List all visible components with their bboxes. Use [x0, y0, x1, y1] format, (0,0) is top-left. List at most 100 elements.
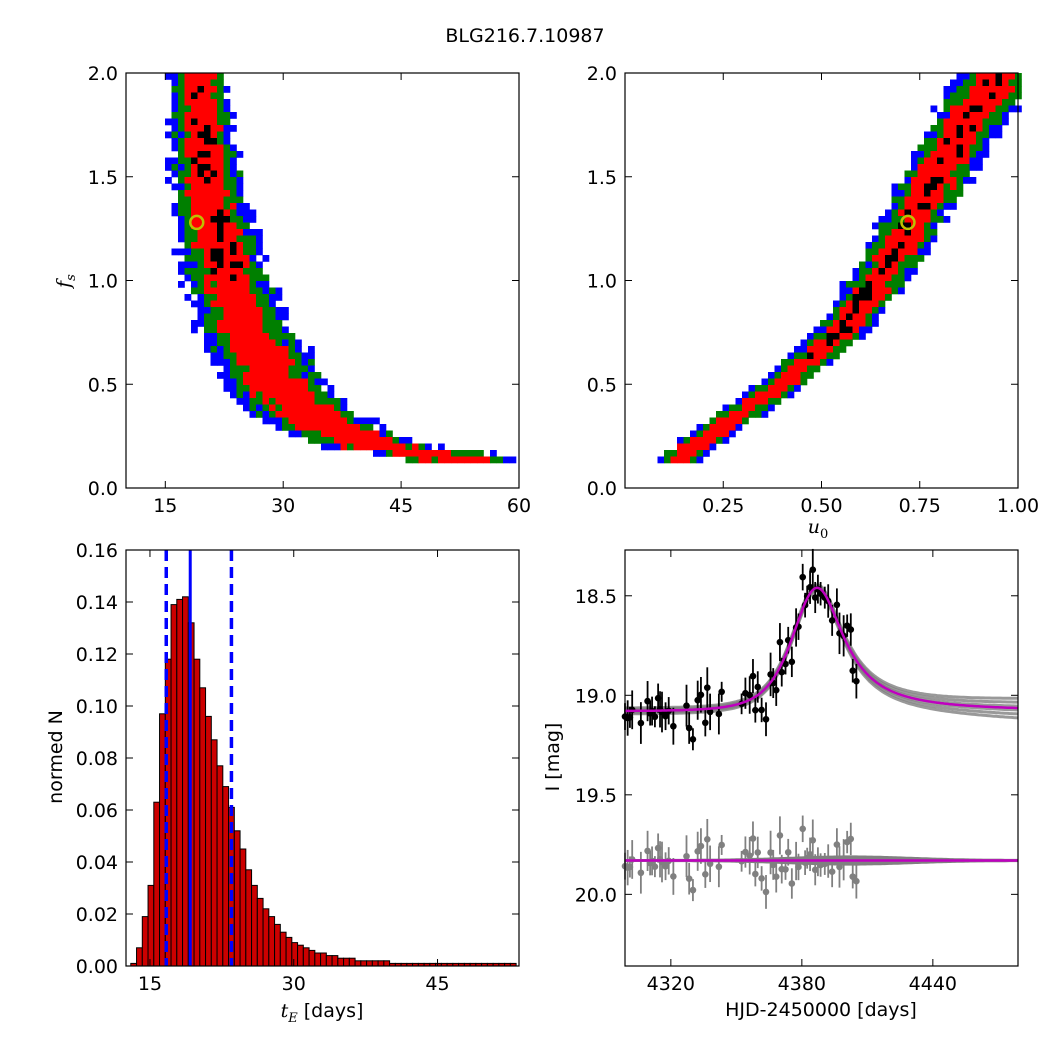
heatmap-cell-red — [982, 99, 990, 106]
heatmap-cell-green — [184, 157, 192, 165]
heatmap-cell-blue — [969, 164, 977, 171]
heatmap-cell-green — [191, 274, 198, 282]
heatmap-cell-red — [191, 183, 198, 191]
heatmap-cell-red — [937, 196, 944, 204]
heatmap-cell-green — [917, 157, 925, 165]
data-point — [662, 712, 669, 720]
data-point — [749, 672, 757, 680]
residual-point — [769, 861, 777, 869]
heatmap-cell-red — [223, 268, 231, 275]
heatmap-cell-red — [204, 229, 211, 236]
heatmap-cell-blue — [696, 424, 704, 431]
heatmap-cell-red — [891, 229, 899, 236]
heatmap-cell-green — [295, 365, 302, 373]
heatmap-cell-red — [917, 222, 925, 230]
heatmap-cell-blue — [327, 385, 335, 392]
data-point — [715, 710, 723, 718]
heatmap-cell-red — [379, 443, 387, 451]
heatmap-cell-red — [677, 456, 684, 464]
heatmap-cell-red — [210, 261, 218, 269]
heatmap-cell-red — [204, 105, 211, 113]
heatmap-cell-blue — [275, 307, 283, 314]
heatmap-cell-green — [236, 391, 244, 399]
heatmap-cell-black — [891, 255, 899, 262]
heatmap-cell-green — [204, 313, 211, 321]
heatmap-cell-blue — [282, 307, 289, 314]
heatmap-cell-red — [191, 112, 198, 119]
heatmap-cell-black — [865, 287, 873, 295]
histogram-bar — [222, 786, 230, 967]
heatmap-cell-red — [716, 417, 723, 425]
heatmap-cell-green — [184, 235, 192, 243]
heatmap-cell-green — [178, 144, 185, 152]
heatmap-cell-blue — [865, 242, 873, 249]
data-point — [806, 583, 814, 591]
heatmap-cell-red — [820, 339, 827, 347]
heatmap-cell-green — [950, 196, 957, 204]
heatmap-cell-red — [243, 281, 250, 288]
heatmap-cell-red — [249, 378, 257, 386]
heatmap-cell-black — [217, 255, 224, 262]
heatmap-cell-black — [904, 209, 912, 217]
heatmap-cell-blue — [911, 164, 918, 171]
heatmap-cell-blue — [340, 398, 348, 405]
heatmap-cell-blue — [943, 86, 951, 93]
heatmap-cell-green — [859, 268, 866, 275]
heatmap-cell-blue — [217, 359, 224, 366]
heatmap-cell-blue — [243, 216, 250, 223]
heatmap-cell-green — [347, 443, 354, 451]
heatmap-cell-blue — [230, 164, 237, 171]
heatmap-cell-blue — [249, 255, 257, 262]
heatmap-cell-green — [943, 183, 951, 191]
heatmap-cell-red — [191, 131, 198, 139]
heatmap-cell-green — [217, 112, 224, 119]
heatmap-cell-green — [794, 352, 801, 360]
heatmap-cell-blue — [885, 216, 892, 223]
data-point — [782, 660, 789, 668]
heatmap-cell-blue — [269, 300, 276, 308]
histogram-bar — [205, 715, 212, 967]
heatmap-cell-red — [781, 378, 788, 386]
heatmap-cell-blue — [1008, 105, 1016, 113]
heatmap-cell-black — [223, 216, 231, 223]
axes-frame — [624, 549, 1019, 967]
heatmap-cell-red — [275, 391, 283, 399]
heatmap-cell-red — [412, 443, 419, 451]
heatmap-cell-red — [917, 183, 925, 191]
heatmap-cell-red — [236, 281, 244, 288]
heatmap-cell-black — [217, 222, 224, 230]
heatmap-cell-green — [184, 164, 192, 171]
heatmap-cell-red — [210, 222, 218, 230]
heatmap-cell-green — [683, 437, 691, 444]
heatmap-cell-green — [223, 157, 231, 165]
heatmap-cell-green — [314, 391, 322, 399]
heatmap-cell-red — [230, 346, 237, 353]
heatmap-cell-green — [924, 222, 931, 230]
heatmap-cell-red — [282, 352, 289, 360]
heatmap-cell-green — [243, 242, 250, 249]
heatmap-cell-red — [249, 333, 257, 340]
heatmap-cell-green — [839, 346, 847, 353]
heatmap-cell-black — [924, 183, 931, 191]
heatmap-cell-blue — [197, 300, 205, 308]
heatmap-cell-red — [223, 294, 231, 301]
heatmap-cell-red — [878, 287, 886, 295]
heatmap-cell-black — [846, 326, 853, 334]
heatmap-cell-red — [204, 216, 211, 223]
heatmap-cell-red — [288, 404, 296, 412]
heatmap-cell-red — [282, 346, 289, 353]
heatmap-cell-red — [191, 138, 198, 145]
heatmap-cell-green — [852, 333, 860, 340]
heatmap-cell-red — [444, 456, 452, 464]
model-band — [625, 585, 1019, 712]
heatmap-cell-green — [885, 294, 892, 301]
heatmap-cell-green — [243, 365, 250, 373]
heatmap-cell-red — [360, 443, 367, 451]
heatmap-cell-blue — [165, 118, 172, 126]
residual-point — [685, 875, 693, 882]
heatmap-cell-red — [256, 320, 263, 327]
heatmap-cell-red — [930, 196, 938, 204]
heatmap-cell-blue — [178, 131, 185, 139]
heatmap-cell-blue — [230, 391, 237, 399]
heatmap-cell-blue — [301, 359, 309, 366]
